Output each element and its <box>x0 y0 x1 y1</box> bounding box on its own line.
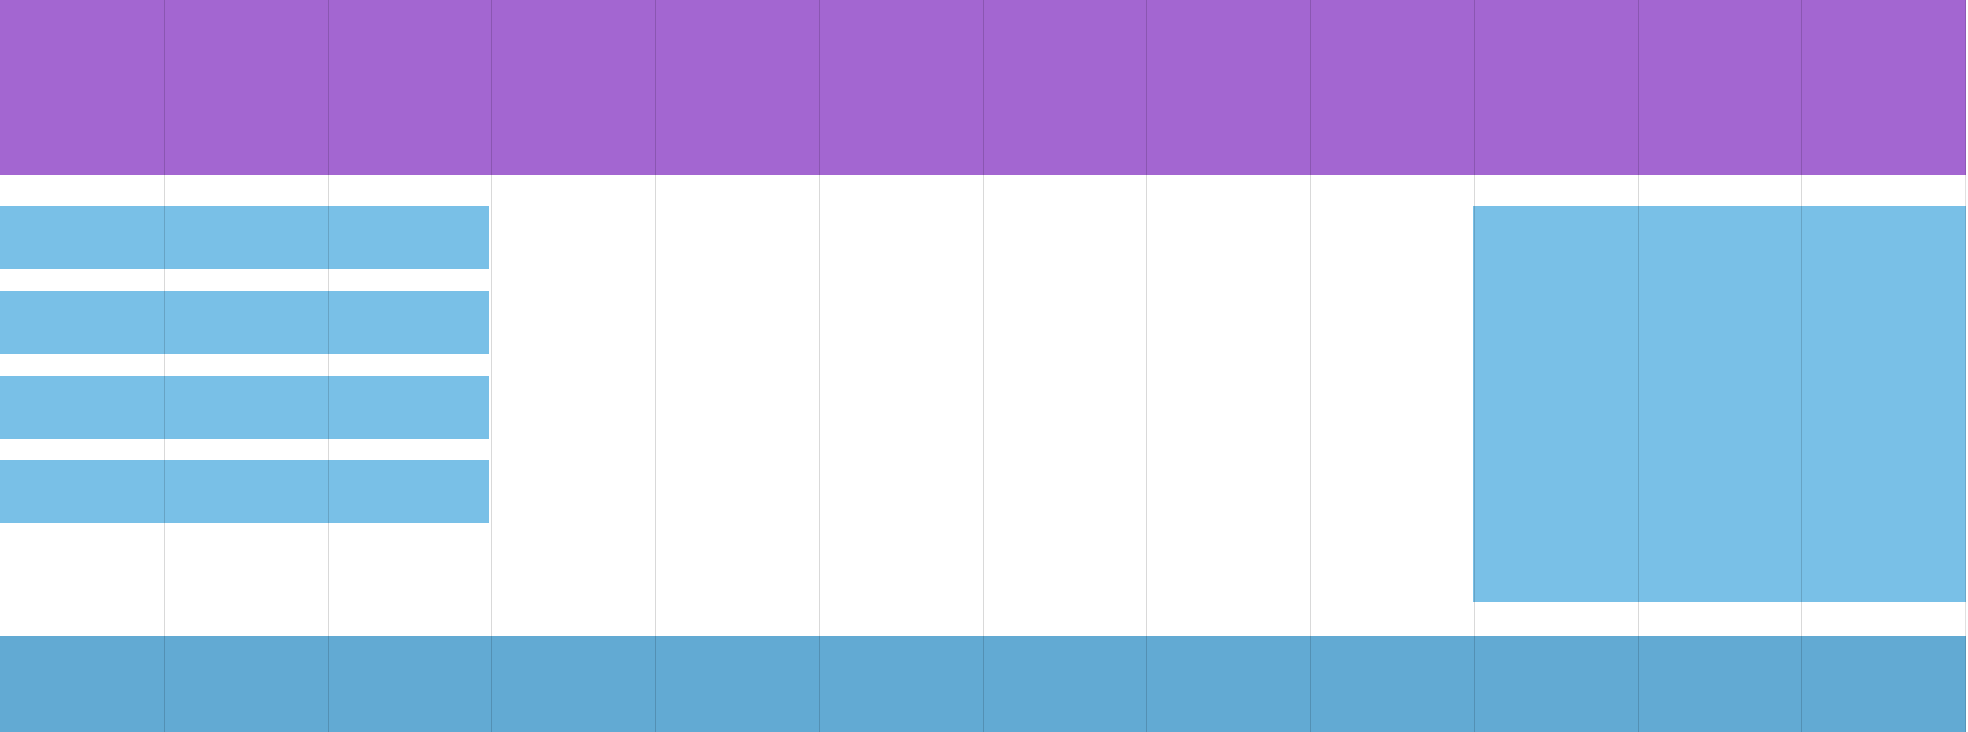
left-bar-3 <box>0 376 489 439</box>
grid-right-edge <box>1965 0 1966 732</box>
left-bar-4 <box>0 460 489 523</box>
header-band <box>0 0 1966 175</box>
footer-band <box>0 636 1966 732</box>
left-bar-1 <box>0 206 489 269</box>
left-bar-2 <box>0 291 489 354</box>
sidebar-block <box>1473 206 1966 602</box>
